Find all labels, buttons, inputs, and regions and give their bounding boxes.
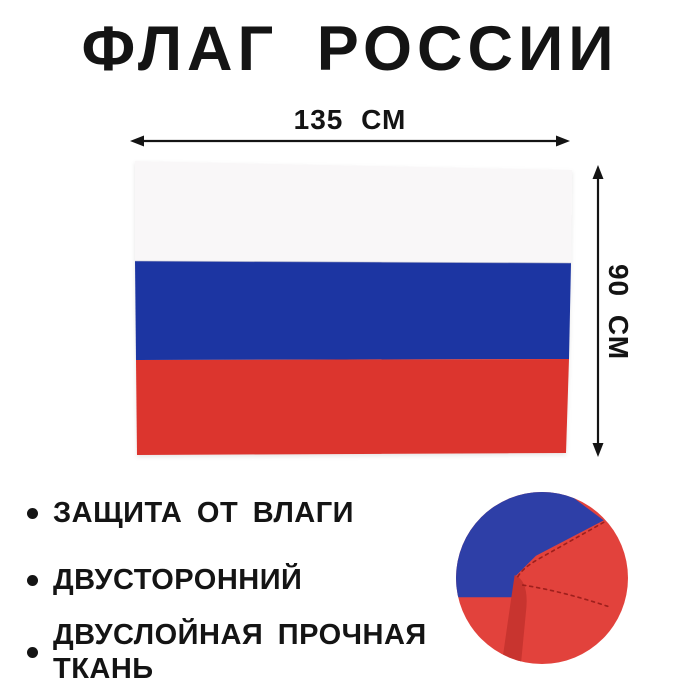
bullet-icon	[27, 646, 38, 658]
feature-item: ЗАЩИТА ОТ ВЛАГИ	[27, 496, 459, 531]
feature-label: ДВУСТОРОННИЙ	[53, 563, 303, 596]
inset-fold-shadow	[501, 574, 527, 664]
inset-stitch-line-bottom	[521, 584, 609, 608]
width-dimension-label: 135 СМ	[293, 104, 407, 135]
flag-cloth	[134, 161, 572, 455]
inset-blue-fabric	[456, 492, 604, 598]
feature-item: ДВУСТОРОННИЙ	[27, 563, 459, 598]
feature-label: ДВУСЛОЙНАЯ ПРОЧНАЯ ТКАНЬ	[53, 618, 427, 686]
features-list: ЗАЩИТА ОТ ВЛАГИ ДВУСТОРОННИЙ ДВУСЛОЙНАЯ …	[27, 496, 459, 687]
feature-label: ЗАЩИТА ОТ ВЛАГИ	[53, 497, 355, 529]
width-arrowhead-left	[130, 135, 144, 147]
bullet-icon	[27, 507, 38, 519]
fabric-closeup-image	[456, 492, 628, 664]
flag-stripe-red	[136, 359, 569, 455]
bullet-icon	[27, 574, 38, 586]
inset-stitch-line-top	[515, 521, 605, 580]
white-blue-stripe-divider	[134, 260, 572, 264]
height-arrowhead-top	[592, 165, 604, 179]
fabric-closeup-inset	[456, 492, 628, 664]
height-arrow	[592, 165, 604, 457]
flag-stripe-blue	[135, 261, 571, 360]
feature-item: ДВУСЛОЙНАЯ ПРОЧНАЯ ТКАНЬ	[27, 618, 459, 688]
page-title: ФЛАГ РОССИИ	[81, 14, 619, 84]
height-arrowhead-bottom	[592, 443, 604, 457]
width-arrow	[130, 135, 570, 147]
width-arrowhead-right	[556, 135, 570, 147]
flag-stripe-white	[135, 161, 572, 263]
